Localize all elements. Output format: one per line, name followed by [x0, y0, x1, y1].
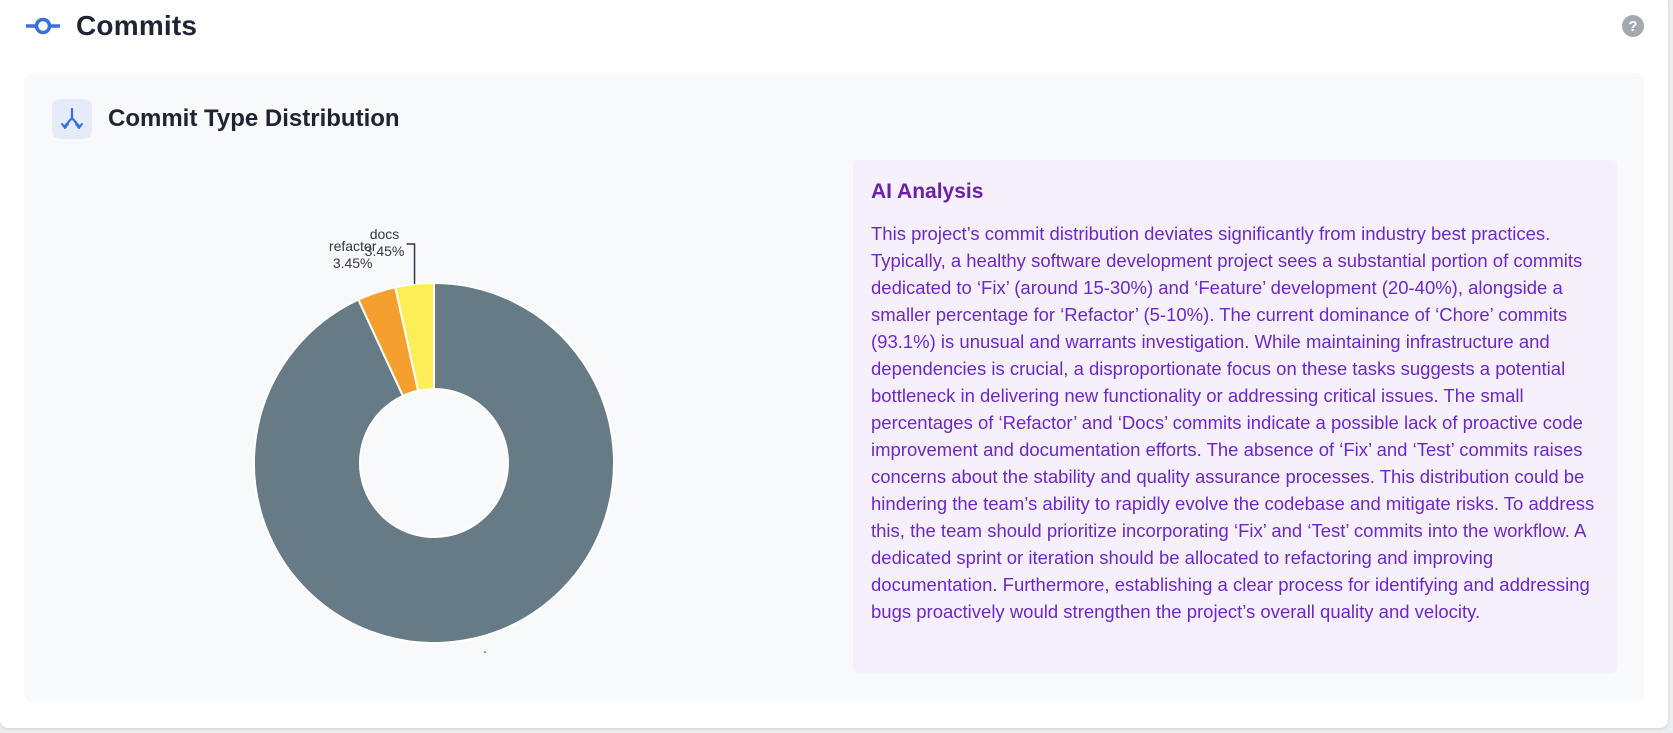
- slice-chore[interactable]: [253, 281, 615, 644]
- slice-docs[interactable]: [394, 281, 435, 392]
- section-header: Commits: [24, 6, 198, 46]
- commit-type-card: Commit Type Distribution chore93.1%refac…: [24, 73, 1644, 702]
- branch-merge-icon: [52, 99, 92, 139]
- help-icon[interactable]: ?: [1622, 15, 1644, 37]
- leader-line-docs: [406, 243, 416, 285]
- ai-analysis-box: AI Analysis This project’s commit distri…: [853, 160, 1617, 673]
- slice-label-refactor: refactor: [329, 238, 377, 254]
- slice-value-docs: 3.45%: [365, 243, 405, 259]
- ai-analysis-title: AI Analysis: [871, 180, 984, 203]
- slice-value-refactor: 3.45%: [333, 255, 373, 271]
- slice-label-chore: chore: [476, 649, 511, 653]
- page-title: Commits: [76, 10, 198, 41]
- card-title: Commit Type Distribution: [108, 105, 400, 132]
- ai-analysis-text: This project’s commit distribution devia…: [871, 223, 1595, 622]
- card-header: Commit Type Distribution: [52, 99, 400, 139]
- slice-label-docs: docs: [370, 226, 400, 242]
- commit-icon: [24, 17, 62, 35]
